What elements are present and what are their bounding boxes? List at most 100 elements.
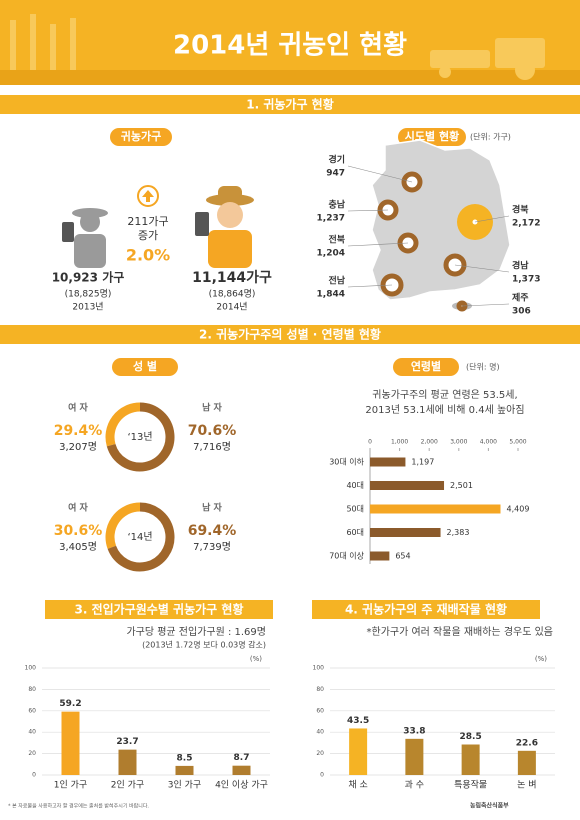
donut-segment — [106, 402, 175, 472]
label: 증가 — [138, 229, 158, 242]
pill — [110, 128, 172, 146]
category-label: 2인 가구 — [111, 780, 144, 791]
count-label: 3,405명 — [59, 541, 97, 553]
bar — [175, 765, 194, 775]
leader-line — [347, 284, 393, 288]
value-label: 8.7 — [234, 753, 250, 763]
value-label: 30.6% — [54, 523, 103, 539]
bar — [370, 551, 390, 561]
donut-segment — [105, 502, 141, 549]
y-tick-label: 100 — [313, 665, 325, 672]
region-name: 경남 — [512, 260, 529, 272]
value-label: 22.6 — [516, 738, 538, 748]
pill — [112, 358, 178, 376]
region-name: 전남 — [328, 275, 345, 287]
bar — [517, 750, 536, 775]
section-band — [312, 600, 540, 619]
unit: (%) — [535, 655, 547, 663]
category-label: 특용작물 — [454, 780, 487, 791]
y-tick-label: 0 — [320, 772, 324, 779]
label: 2014년 — [216, 302, 247, 313]
household-count: 11,144가구 — [192, 270, 272, 286]
value-label: 43.5 — [347, 716, 369, 726]
unit: (단위: 가구) — [470, 132, 511, 142]
x-tick-label: 5,000 — [509, 439, 526, 446]
region-value: 1,237 — [317, 214, 345, 224]
value-label: 2,501 — [450, 481, 473, 490]
chart-subtitle: 가구당 평균 전입가구원 : 1.69명 — [126, 625, 266, 638]
x-tick-label: 2,000 — [421, 439, 438, 446]
leader-line — [347, 209, 389, 212]
bar — [461, 744, 480, 775]
bar — [370, 457, 406, 467]
region-value: 2,172 — [512, 219, 540, 229]
category-label: 30대 이하 — [329, 457, 364, 467]
change-percent: 2.0% — [126, 246, 170, 265]
category-label: 70대 이상 — [329, 551, 364, 561]
donut-segment — [107, 502, 175, 572]
header-ground — [0, 70, 580, 85]
ministry: 농림축산식품부 — [470, 802, 509, 810]
leader-line — [347, 165, 413, 183]
value-label: 23.7 — [116, 737, 138, 747]
bar — [370, 481, 445, 490]
region-value: 1,204 — [317, 249, 345, 259]
chart-subtitle: *한가구가 여러 작물을 재배하는 경우도 있음 — [367, 625, 554, 638]
region-name: 경기 — [328, 154, 345, 166]
y-tick-label: 40 — [28, 729, 36, 736]
region-name: 경북 — [512, 204, 529, 216]
header-decor — [10, 14, 545, 80]
leader-line — [461, 303, 510, 307]
x-tick-label: 1,000 — [391, 439, 408, 446]
pill-label: 성 별 — [133, 359, 157, 373]
chart-subtitle: 귀농가구주의 평균 연령은 53.5세, — [372, 389, 517, 401]
unit: (%) — [250, 655, 262, 663]
bar — [370, 504, 501, 514]
pill-label: 귀농가구 — [121, 129, 161, 143]
region-value: 1,373 — [512, 275, 540, 285]
person-icon — [62, 208, 108, 268]
center-label: ‘13년 — [127, 431, 152, 443]
page-title: 2014년 귀농인 현황 — [173, 31, 407, 61]
value-label: 2,383 — [447, 528, 470, 537]
center-label: ‘14년 — [127, 531, 152, 543]
region-value: 1,844 — [317, 290, 345, 300]
value-label: 28.5 — [460, 732, 482, 742]
label: 2013년 — [72, 302, 103, 313]
region-name: 충남 — [328, 199, 345, 211]
bar — [349, 728, 368, 775]
value-label: 33.8 — [403, 726, 425, 736]
person-icon — [195, 186, 254, 268]
leader-line — [474, 215, 510, 223]
section-band — [45, 600, 273, 619]
value-label: 69.4% — [188, 523, 237, 539]
category-label: 60대 — [346, 528, 364, 537]
label: (18,864명) — [209, 289, 256, 300]
unit: (단위: 명) — [466, 362, 500, 372]
label: 211가구 — [127, 215, 168, 228]
leader-line — [454, 264, 510, 273]
y-tick-label: 60 — [316, 707, 324, 714]
chart-subtitle: 2013년 53.1세에 비해 0.4세 높아짐 — [365, 403, 524, 416]
legend-label: 여 자 — [68, 502, 88, 514]
value-label: 4,409 — [507, 505, 530, 514]
y-tick-label: 0 — [32, 772, 36, 779]
household-count: 10,923 가구 — [52, 270, 125, 285]
legend-label: 남 자 — [202, 502, 222, 514]
donut-segment — [105, 402, 141, 447]
section-band — [0, 95, 580, 114]
legend-label: 남 자 — [202, 402, 222, 414]
category-label: 과 수 — [405, 780, 424, 791]
y-tick-label: 40 — [316, 729, 324, 736]
value-label: 8.5 — [177, 753, 193, 763]
y-tick-label: 80 — [316, 686, 324, 693]
section-band — [0, 325, 580, 344]
label: (18,825명) — [65, 289, 112, 300]
increase-icon — [137, 185, 159, 207]
pill-label: 시도별 현황 — [405, 129, 459, 143]
count-label: 7,716명 — [193, 441, 231, 453]
x-tick-label: 4,000 — [480, 439, 497, 446]
count-label: 3,207명 — [59, 441, 97, 453]
value-label: 29.4% — [54, 423, 103, 439]
